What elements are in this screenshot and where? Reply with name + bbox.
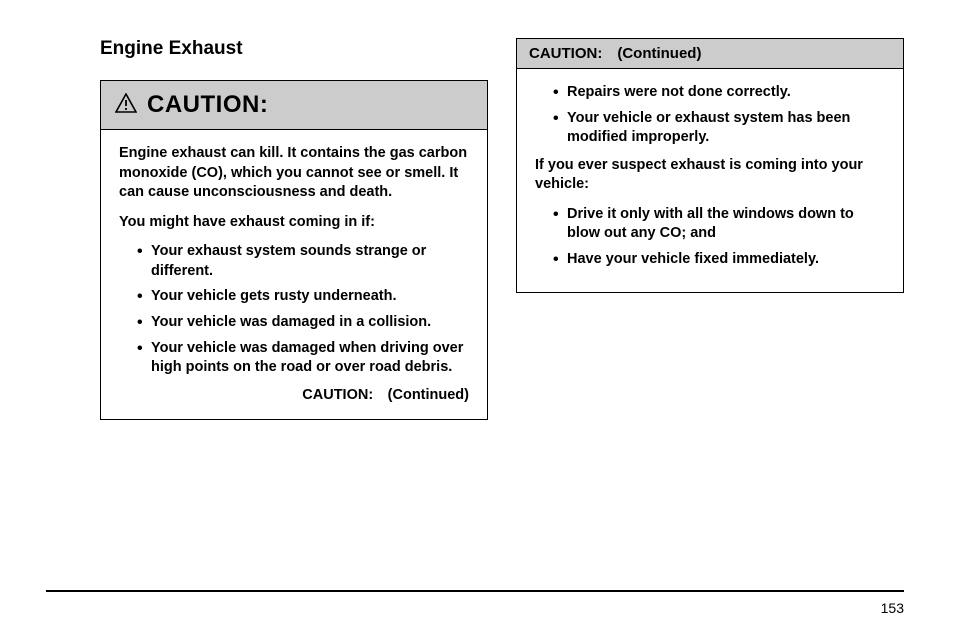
- symptoms-list: Your exhaust system sounds strange or di…: [119, 242, 469, 377]
- left-column: Engine Exhaust CAUTION: Engine exhaust c…: [100, 38, 488, 420]
- caution-box-continued: CAUTION: (Continued) Repairs were not do…: [516, 38, 904, 293]
- actions-list: Drive it only with all the windows down …: [535, 205, 885, 270]
- footer-divider: [46, 590, 904, 592]
- list-item: Your vehicle gets rusty underneath.: [137, 287, 469, 307]
- list-item: Drive it only with all the windows down …: [553, 205, 885, 244]
- manual-page: Engine Exhaust CAUTION: Engine exhaust c…: [0, 0, 954, 636]
- caution-header: CAUTION:: [101, 81, 487, 130]
- list-item: Your exhaust system sounds strange or di…: [137, 242, 469, 281]
- caution-header-continued: CAUTION: (Continued): [517, 39, 903, 69]
- caution-body-continued: Repairs were not done correctly. Your ve…: [517, 69, 903, 292]
- page-number: 153: [881, 600, 904, 616]
- list-item: Your vehicle was damaged when driving ov…: [137, 339, 469, 378]
- warning-triangle-icon: [115, 93, 137, 118]
- causes-list: Repairs were not done correctly. Your ve…: [535, 83, 885, 148]
- right-column: CAUTION: (Continued) Repairs were not do…: [516, 38, 904, 420]
- intro-paragraph: Engine exhaust can kill. It contains the…: [119, 144, 469, 203]
- mid-paragraph: If you ever suspect exhaust is coming in…: [535, 156, 885, 195]
- caution-title: CAUTION:: [147, 91, 268, 119]
- list-item: Repairs were not done correctly.: [553, 83, 885, 103]
- two-column-layout: Engine Exhaust CAUTION: Engine exhaust c…: [100, 38, 904, 420]
- lead-in-text: You might have exhaust coming in if:: [119, 213, 469, 233]
- list-item: Have your vehicle fixed immediately.: [553, 250, 885, 270]
- caution-box-primary: CAUTION: Engine exhaust can kill. It con…: [100, 80, 488, 420]
- continued-label: CAUTION: (Continued): [119, 386, 469, 406]
- list-item: Your vehicle was damaged in a collision.: [137, 313, 469, 333]
- list-item: Your vehicle or exhaust system has been …: [553, 109, 885, 148]
- caution-body: Engine exhaust can kill. It contains the…: [101, 130, 487, 419]
- section-heading: Engine Exhaust: [100, 38, 488, 60]
- caution-title-continued: CAUTION: (Continued): [529, 45, 701, 62]
